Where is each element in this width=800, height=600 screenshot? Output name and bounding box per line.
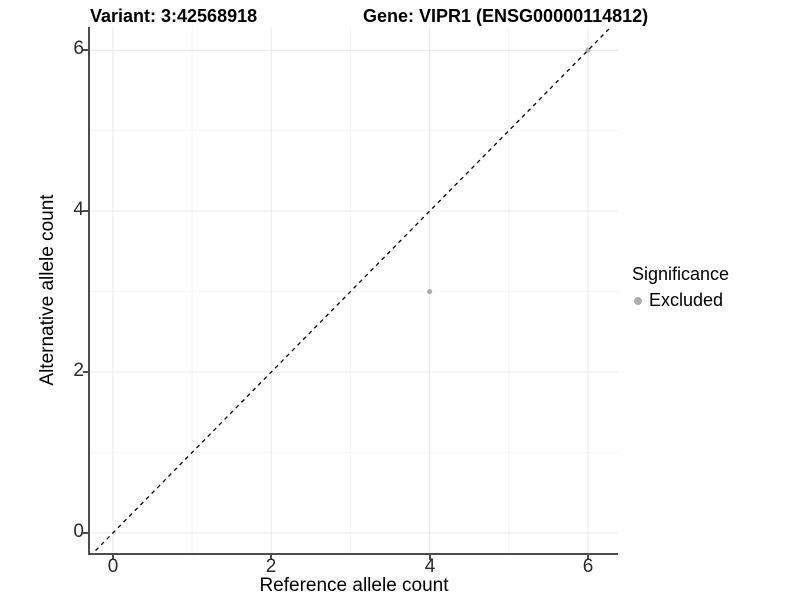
y-tick-label: 2 xyxy=(73,360,84,381)
y-tick-mark xyxy=(83,49,88,51)
excluded-point-icon xyxy=(634,296,642,305)
y-axis-line xyxy=(88,27,90,555)
y-axis-title: Alternative allele count xyxy=(37,194,58,386)
legend: Significance Excluded xyxy=(632,264,729,311)
x-tick-mark xyxy=(270,555,272,560)
x-tick-label: 6 xyxy=(582,556,594,577)
plot-canvas xyxy=(90,27,618,553)
x-tick-mark xyxy=(112,555,114,560)
y-tick-mark xyxy=(83,210,88,212)
y-tick-label: 0 xyxy=(73,521,84,542)
y-tick-mark xyxy=(83,371,88,373)
identity-line xyxy=(92,27,612,553)
x-tick-mark xyxy=(429,555,431,560)
legend-item-label: Excluded xyxy=(649,290,724,310)
y-tick-mark xyxy=(83,532,88,534)
x-tick-mark xyxy=(587,555,589,560)
plot-panel xyxy=(90,27,618,553)
x-axis-title: Reference allele count xyxy=(259,575,449,596)
x-tick-label: 0 xyxy=(107,556,119,577)
y-tick-label: 4 xyxy=(73,199,84,220)
y-tick-label: 6 xyxy=(73,38,84,59)
x-tick-label: 2 xyxy=(265,556,277,577)
legend-title: Significance xyxy=(632,264,730,284)
data-point xyxy=(426,289,433,295)
legend-item-excluded: Excluded xyxy=(634,290,729,311)
x-tick-label: 4 xyxy=(424,556,436,577)
plot-title-gene: Gene: VIPR1 (ENSG00000114812) xyxy=(363,6,649,26)
plot-title-variant: Variant: 3:42568918 xyxy=(90,6,258,26)
data-point xyxy=(585,47,591,53)
x-axis-line xyxy=(88,553,618,555)
